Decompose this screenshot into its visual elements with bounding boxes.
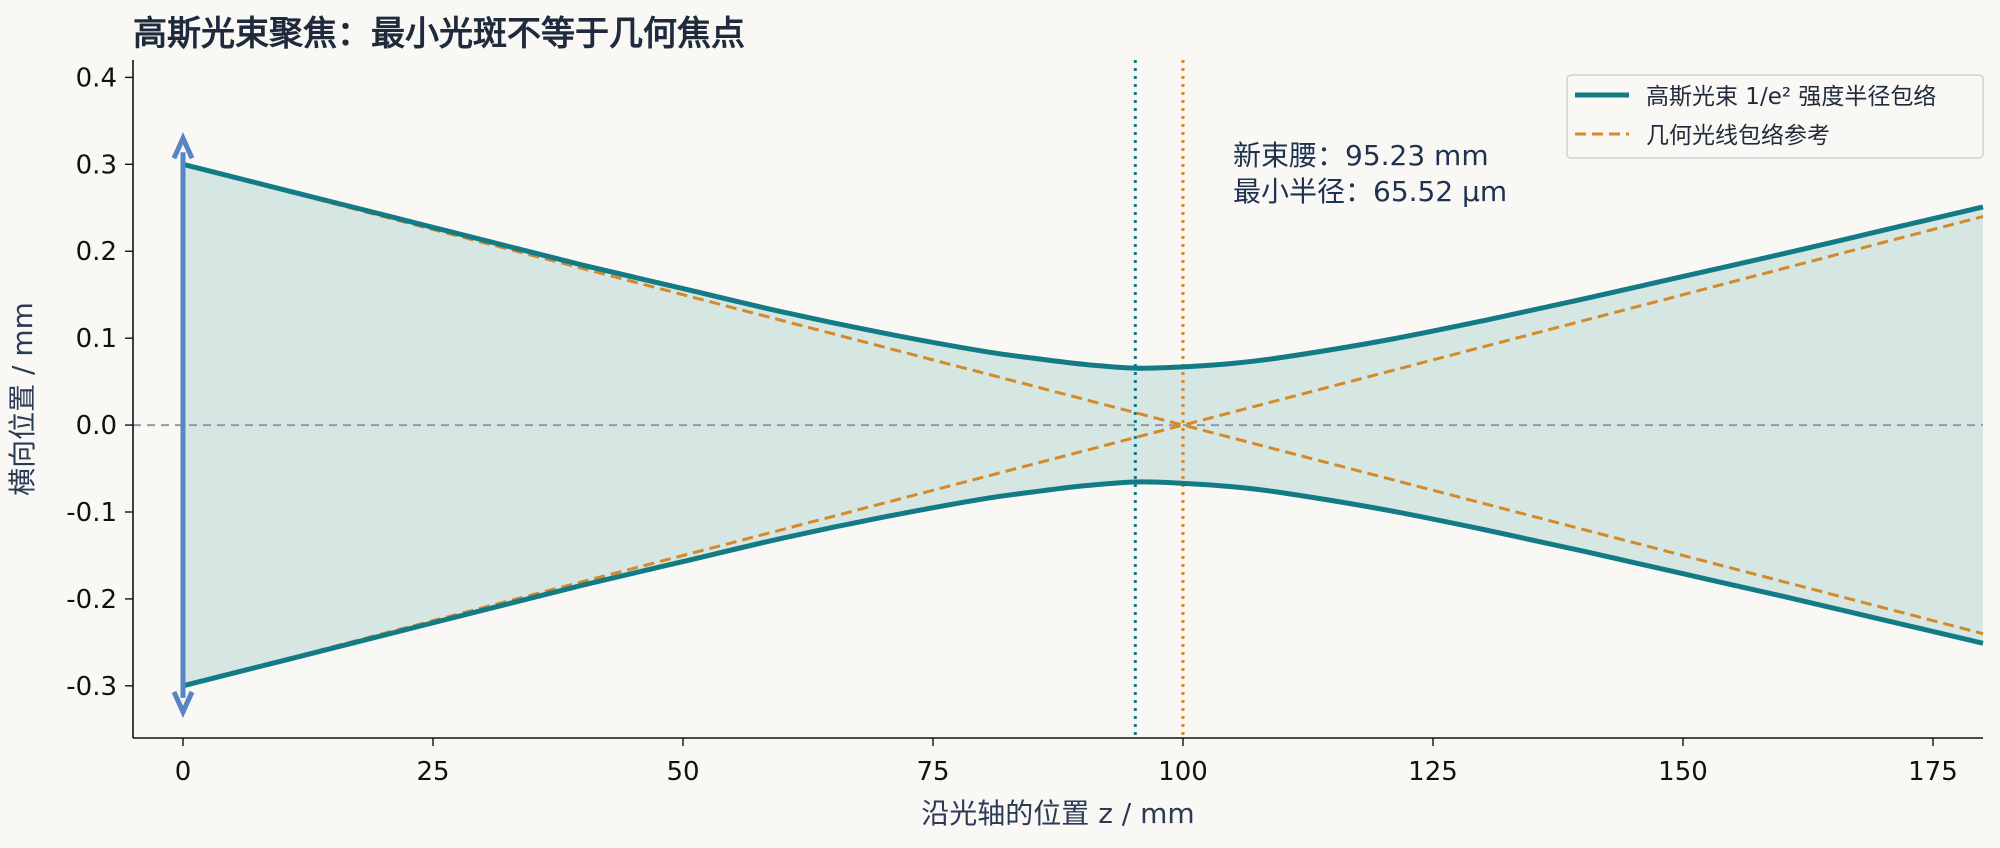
y-tick-label: 0.3 (76, 150, 117, 180)
annotation-waist-position: 新束腰：95.23 mm (1233, 139, 1489, 172)
waist-annotation: 新束腰：95.23 mm 最小半径：65.52 μm (1233, 139, 1507, 208)
x-tick-label: 0 (175, 757, 192, 787)
annotation-min-radius: 最小半径：65.52 μm (1233, 175, 1507, 208)
x-tick-label: 100 (1158, 757, 1208, 787)
y-axis-ticks: 0.4 0.3 0.2 0.1 0.0 -0.1 -0.2 -0.3 (66, 63, 133, 702)
x-tick-label: 125 (1408, 757, 1458, 787)
x-axis-ticks: 0 25 50 75 100 125 150 175 (175, 738, 1958, 787)
x-tick-label: 150 (1658, 757, 1708, 787)
gaussian-envelope-upper (182, 161, 1984, 371)
x-tick-label: 175 (1908, 757, 1958, 787)
y-tick-label: 0.4 (76, 63, 117, 93)
y-axis-label: 横向位置 / mm (6, 302, 39, 496)
x-axis-label: 沿光轴的位置 z / mm (921, 797, 1194, 830)
x-tick-label: 50 (666, 757, 699, 787)
plot-area (133, 60, 1984, 738)
y-tick-label: 0.1 (76, 324, 117, 354)
chart-title: 高斯光束聚焦：最小光斑不等于几何焦点 (133, 14, 745, 54)
gaussian-beam-fill (183, 164, 1983, 686)
y-tick-label: -0.1 (66, 498, 117, 528)
y-tick-label: -0.3 (66, 672, 117, 702)
y-tick-label: 0.2 (76, 237, 117, 267)
input-arrow-head-bottom (171, 690, 195, 719)
legend-label-geometric: 几何光线包络参考 (1646, 123, 1830, 149)
axes: 0 25 50 75 100 125 150 175 0.4 0.3 0.2 0.1 0.0 -0.1 -… (66, 60, 1983, 787)
geometric-ray-upper (182, 162, 1984, 636)
legend-box (1566, 74, 1984, 159)
legend-label-gaussian: 高斯光束 1/e² 强度半径包络 (1646, 84, 1936, 110)
y-tick-label: -0.2 (66, 585, 117, 615)
x-tick-label: 25 (416, 757, 449, 787)
gaussian-envelope-lower (182, 479, 1984, 689)
y-tick-label: 0.0 (76, 411, 117, 441)
input-arrow-head-top (171, 132, 195, 160)
legend: 高斯光束 1/e² 强度半径包络 几何光线包络参考 (1566, 74, 1984, 159)
geometric-ray-lower (182, 215, 1984, 688)
x-tick-label: 75 (916, 757, 949, 787)
input-beam-arrow (171, 132, 195, 719)
